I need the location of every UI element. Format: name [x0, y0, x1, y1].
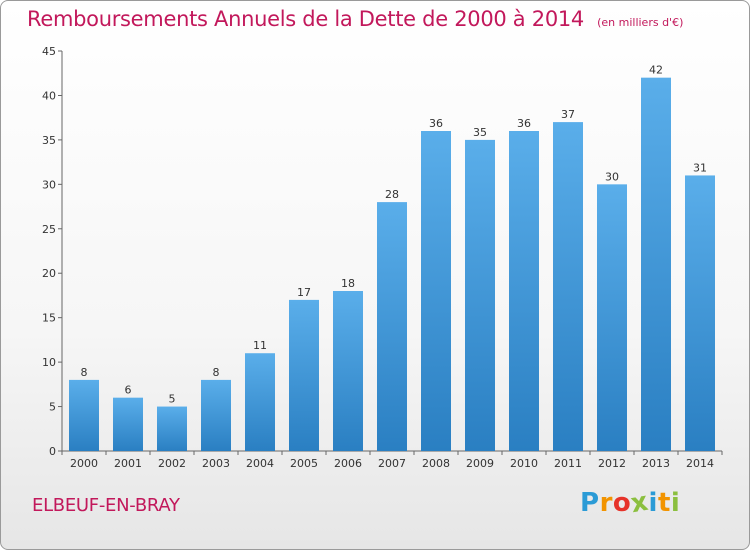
bar — [113, 397, 143, 451]
bar — [465, 139, 495, 451]
y-tick-label: 10 — [42, 356, 56, 369]
bar — [641, 77, 671, 452]
logo-letter: P — [580, 488, 600, 518]
y-axis: 0 5 10 15 20 25 30 35 40 45 — [42, 45, 63, 458]
value-label: 11 — [253, 339, 267, 352]
logo-letter: i — [670, 488, 681, 518]
y-tick-label: 45 — [42, 45, 56, 58]
logo-letter: r — [599, 488, 613, 518]
proxiti-logo: Proxiti — [580, 487, 681, 520]
x-axis: 2000 2001 2002 2003 2004 2005 2006 2007 2008 2009… — [61, 450, 723, 470]
x-tick-label: 2010 — [510, 457, 538, 470]
bar — [597, 184, 627, 452]
bar — [333, 291, 363, 451]
bar — [289, 299, 319, 451]
y-tick-label: 0 — [49, 445, 56, 458]
value-label: 42 — [649, 64, 663, 77]
x-tick-label: 2002 — [158, 457, 186, 470]
y-tick-label: 5 — [49, 401, 56, 414]
logo-letter: o — [612, 488, 632, 518]
value-label: 6 — [125, 384, 132, 397]
bar — [245, 353, 275, 451]
value-label: 5 — [169, 393, 176, 406]
logo-letter: t — [657, 488, 671, 518]
bar — [157, 406, 187, 451]
x-tick-label: 2014 — [686, 457, 714, 470]
value-label: 35 — [473, 126, 487, 139]
x-tick-label: 2008 — [422, 457, 450, 470]
value-label: 36 — [429, 117, 443, 130]
x-tick-label: 2007 — [378, 457, 406, 470]
bar — [377, 202, 407, 451]
bar — [69, 379, 99, 451]
y-tick-label: 15 — [42, 312, 56, 325]
chart-title: Remboursements Annuels de la Dette de 20… — [27, 7, 683, 31]
bar — [201, 379, 231, 451]
value-label: 30 — [605, 170, 619, 183]
bar — [509, 131, 539, 451]
value-labels: 8 6 5 8 11 17 18 28 36 35 36 37 30 42 31 — [81, 64, 708, 406]
value-label: 8 — [81, 366, 88, 379]
x-tick-label: 2003 — [202, 457, 230, 470]
x-tick-label: 2004 — [246, 457, 274, 470]
value-label: 18 — [341, 277, 355, 290]
y-tick-label: 20 — [42, 267, 56, 280]
value-label: 31 — [693, 161, 707, 174]
x-tick-label: 2000 — [70, 457, 98, 470]
title-text: Remboursements Annuels de la Dette de 20… — [27, 7, 584, 31]
value-label: 28 — [385, 188, 399, 201]
x-tick-label: 2006 — [334, 457, 362, 470]
value-label: 17 — [297, 286, 311, 299]
x-tick-label: 2009 — [466, 457, 494, 470]
commune-name: ELBEUF-EN-BRAY — [32, 495, 180, 516]
y-tick-label: 35 — [42, 134, 56, 147]
y-tick-label: 25 — [42, 223, 56, 236]
bars — [69, 77, 715, 452]
bar — [421, 131, 451, 451]
y-tick-label: 40 — [42, 89, 56, 102]
logo-letter: i — [648, 488, 658, 518]
x-tick-label: 2013 — [642, 457, 670, 470]
value-label: 8 — [213, 366, 220, 379]
unit-note: (en milliers d'€) — [597, 16, 684, 29]
x-tick-label: 2012 — [598, 457, 626, 470]
value-label: 36 — [517, 117, 531, 130]
bar — [685, 175, 715, 451]
bar — [553, 122, 583, 451]
y-tick-label: 30 — [42, 178, 56, 191]
x-tick-label: 2011 — [554, 457, 582, 470]
x-tick-label: 2005 — [290, 457, 318, 470]
x-tick-label: 2001 — [114, 457, 142, 470]
value-label: 37 — [561, 108, 575, 121]
